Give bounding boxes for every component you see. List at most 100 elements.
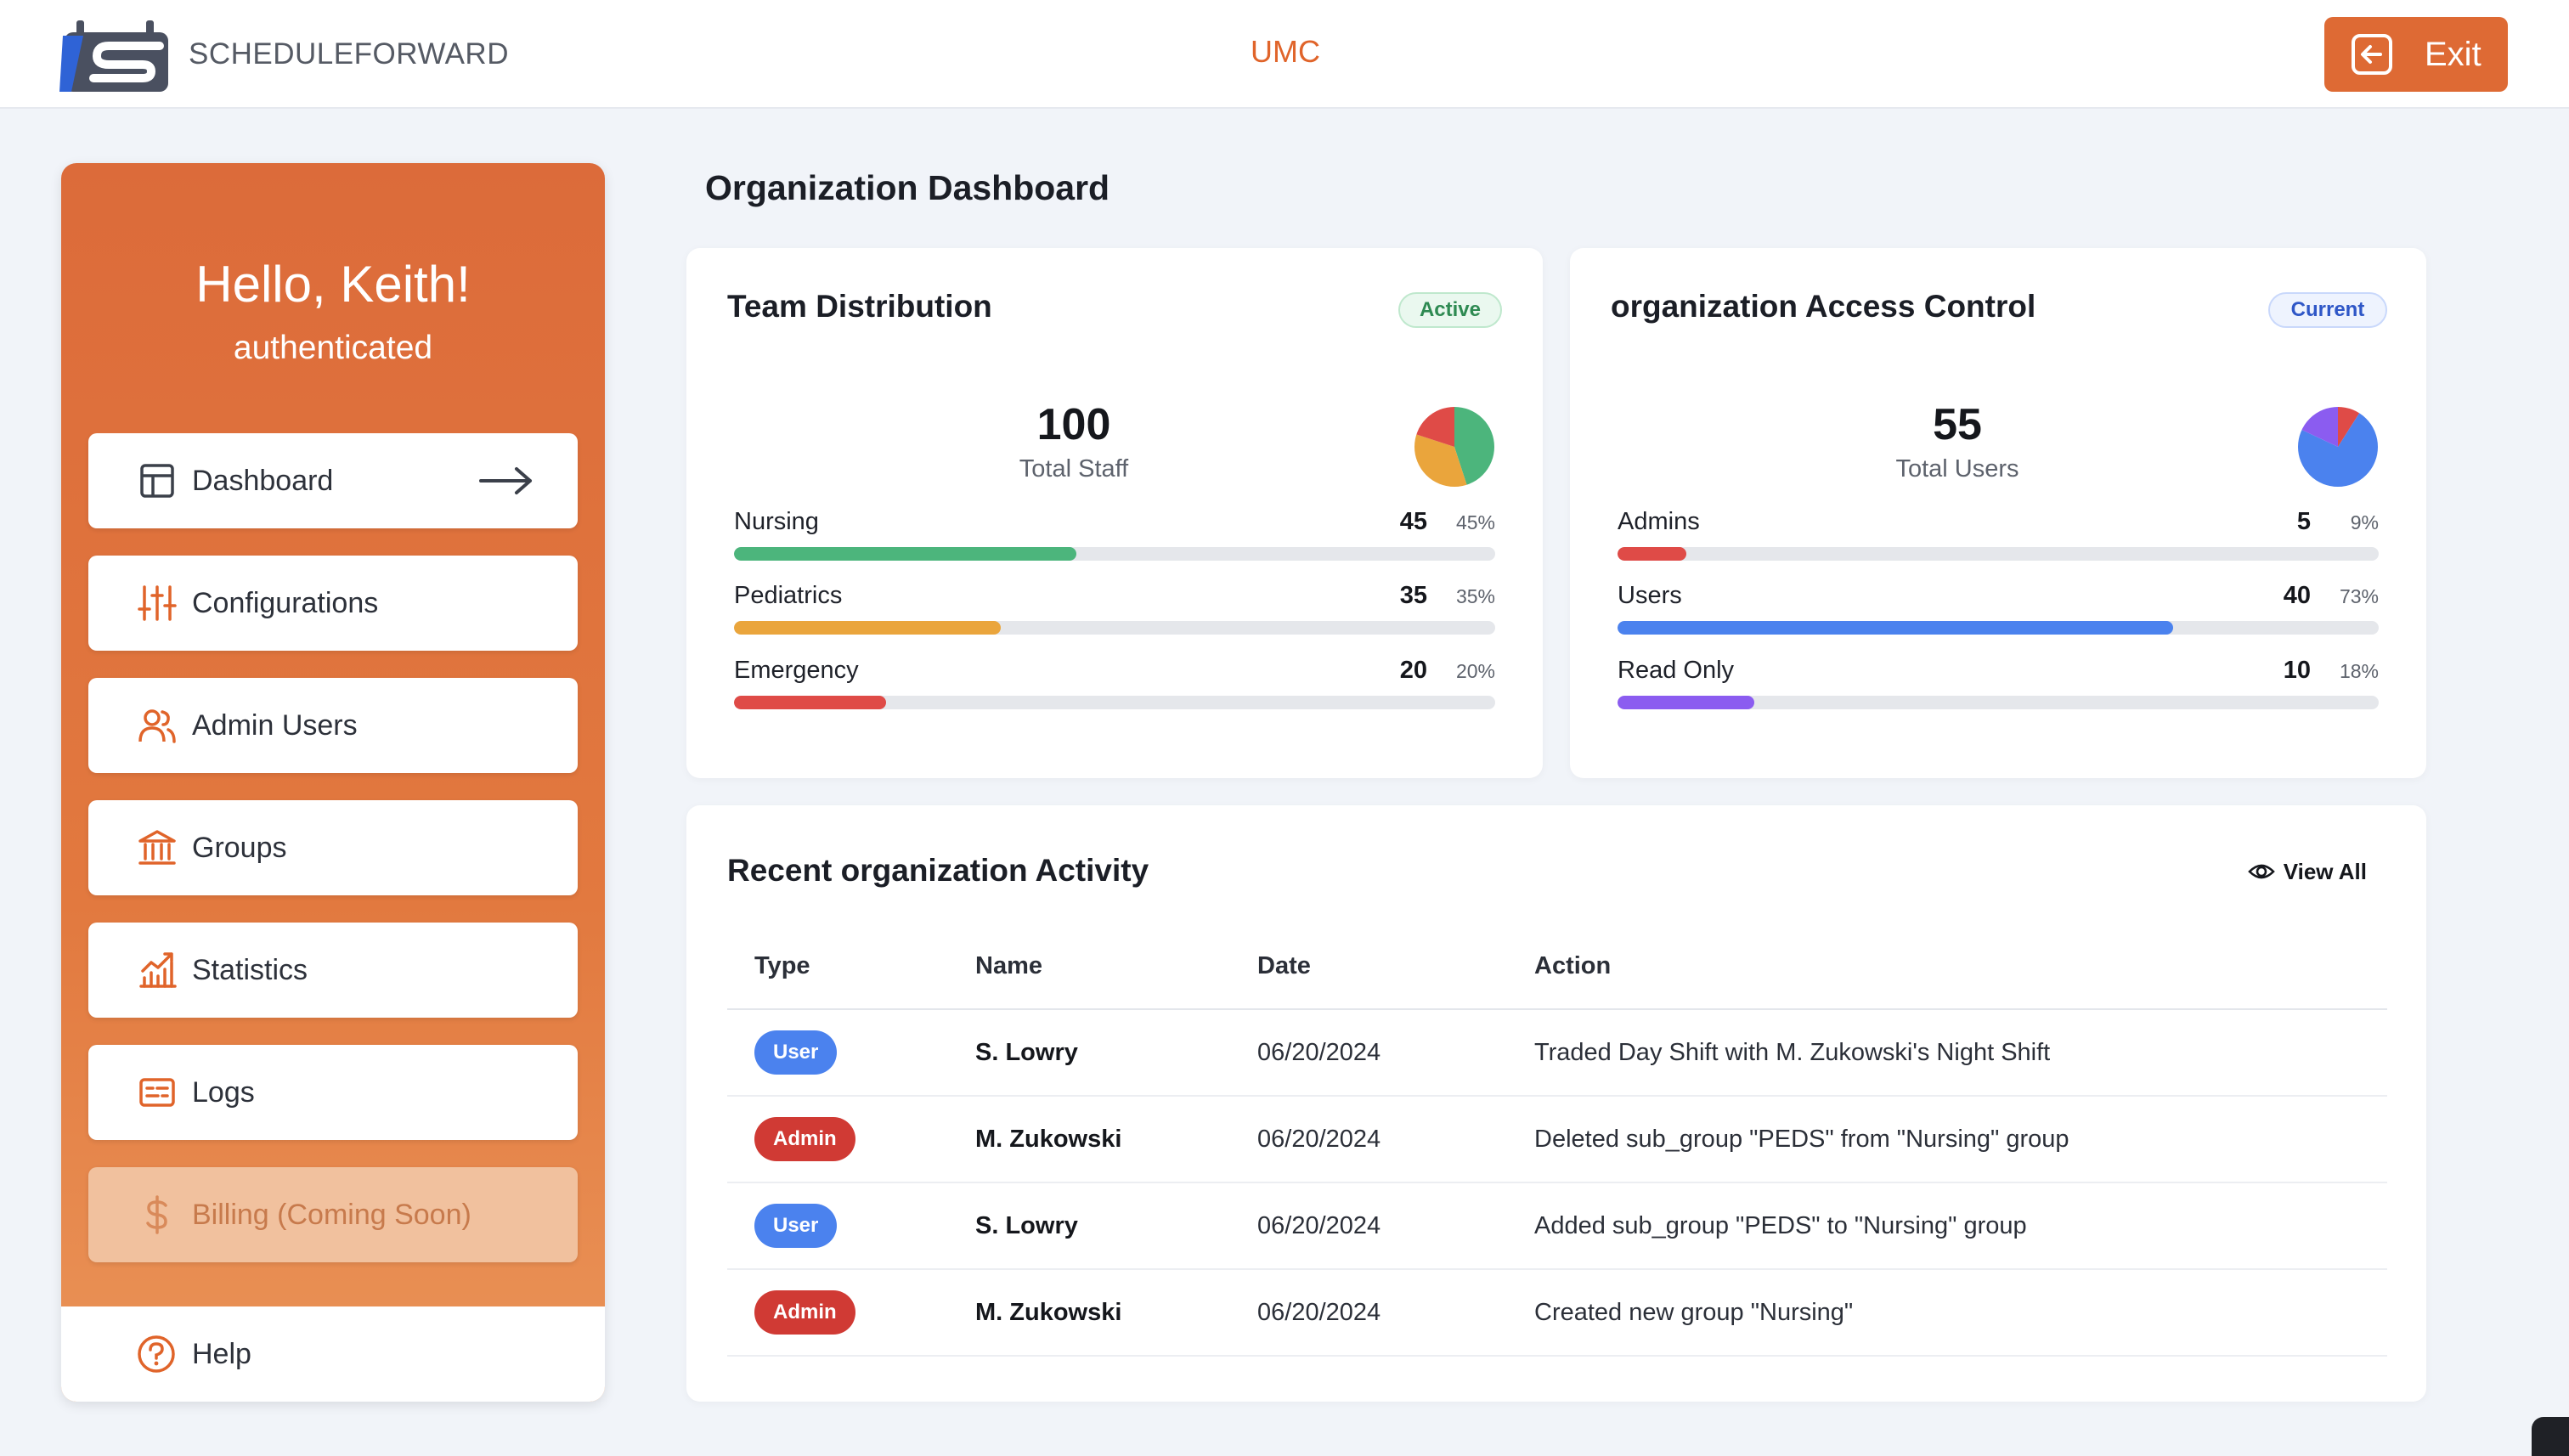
sidebar-item-statistics[interactable]: Statistics — [88, 923, 578, 1018]
team-pie-chart — [1413, 405, 1496, 488]
stat-percent: 9% — [2350, 511, 2379, 533]
sidebar-item-label: Admin Users — [192, 708, 358, 742]
date-cell: 06/20/2024 — [1230, 1009, 1507, 1097]
stat-percent: 20% — [1455, 660, 1495, 682]
table-row[interactable]: Admin M. Zukowski 06/20/2024 Created new… — [727, 1269, 2387, 1357]
sidebar-item-label: Configurations — [192, 586, 379, 619]
app-logo[interactable]: SCHEDULEFORWARD — [59, 12, 509, 97]
name-cell: M. Zukowski — [948, 1096, 1230, 1183]
chart-icon — [138, 951, 177, 990]
arrow-right-icon — [479, 467, 532, 494]
progress-fill — [1618, 621, 2174, 635]
progress-fill — [1618, 547, 1686, 561]
logs-icon — [138, 1073, 177, 1112]
sidebar-item-label: Billing (Coming Soon) — [192, 1198, 471, 1231]
progress-track — [1618, 696, 2379, 709]
action-cell: Created new group "Nursing" — [1507, 1269, 2387, 1357]
exit-icon — [2352, 34, 2392, 75]
sidebar: Hello, Keith! authenticated Dashboard Co… — [61, 163, 605, 1402]
stat-value: 40 — [2283, 582, 2311, 609]
progress-fill — [1618, 696, 1755, 709]
activity-table: Type Name Date Action User S. Lowry 06/2… — [727, 924, 2387, 1357]
total-count: 100 — [1036, 400, 1111, 449]
organization-name: UMC — [1251, 34, 1320, 69]
pie-slice-emergency — [1415, 406, 1454, 447]
help-label: Help — [192, 1337, 251, 1370]
sidebar-nav: Dashboard Configurations Admin Users Gro… — [61, 433, 605, 1402]
logo-icon — [59, 20, 168, 92]
table-row[interactable]: User S. Lowry 06/20/2024 Traded Day Shif… — [727, 1009, 2387, 1097]
type-cell: Admin — [727, 1096, 948, 1183]
table-row[interactable]: User S. Lowry 06/20/2024 Added sub_group… — [727, 1182, 2387, 1270]
progress-track — [734, 621, 1495, 635]
stat-percent: 35% — [1455, 585, 1495, 607]
pie-slice-nursing — [1454, 406, 1495, 486]
stat-label: Emergency — [734, 657, 859, 684]
progress-track — [734, 696, 1495, 709]
floating-widget[interactable] — [2532, 1417, 2569, 1456]
table-header-row: Type Name Date Action — [727, 924, 2387, 1010]
pie-slice-admins — [2338, 406, 2360, 447]
action-cell: Added sub_group "PEDS" to "Nursing" grou… — [1507, 1182, 2387, 1270]
action-cell: Traded Day Shift with M. Zukowski's Nigh… — [1507, 1009, 2387, 1097]
pie-slices — [1414, 406, 1495, 488]
date-cell: 06/20/2024 — [1230, 1096, 1507, 1183]
stat-row-emergency: Emergency 20 20% — [734, 657, 1495, 716]
stat-percent: 73% — [2339, 585, 2379, 607]
stat-percent: 45% — [1455, 511, 1495, 533]
action-cell: Deleted sub_group "PEDS" from "Nursing" … — [1507, 1096, 2387, 1183]
progress-fill — [734, 547, 1077, 561]
sidebar-item-label: Dashboard — [192, 464, 334, 497]
stat-value: 35 — [1399, 582, 1427, 609]
card-title: Recent organization Activity — [727, 853, 1149, 888]
exit-label: Exit — [2425, 35, 2481, 73]
pie-slice-pediatrics — [1414, 434, 1467, 488]
name-cell: S. Lowry — [948, 1009, 1230, 1097]
table-row[interactable]: Admin M. Zukowski 06/20/2024 Deleted sub… — [727, 1096, 2387, 1183]
recent-activity-card: Recent organization Activity View All Ty… — [686, 805, 2426, 1402]
help-button[interactable]: Help — [61, 1306, 605, 1402]
total-count: 55 — [1933, 400, 1982, 449]
bank-icon — [138, 828, 177, 867]
progress-fill — [734, 621, 1001, 635]
stat-row-read-only: Read Only 10 18% — [1618, 657, 2379, 716]
progress-fill — [734, 696, 887, 709]
stat-value: 20 — [1399, 657, 1427, 684]
name-cell: M. Zukowski — [948, 1269, 1230, 1357]
access-control-card: organization Access Control Current 55 T… — [1570, 248, 2426, 778]
stat-label: Admins — [1618, 508, 1700, 535]
type-badge: Admin — [754, 1290, 855, 1335]
stat-row-admins: Admins 5 9% — [1618, 508, 2379, 567]
type-cell: User — [727, 1182, 948, 1270]
column-header-action: Action — [1507, 924, 2387, 1010]
layout-icon — [138, 461, 177, 500]
stat-row-pediatrics: Pediatrics 35 35% — [734, 582, 1495, 641]
logo-text: SCHEDULEFORWARD — [189, 37, 509, 71]
help-icon — [138, 1335, 175, 1373]
progress-track — [1618, 621, 2379, 635]
eye-icon — [2247, 864, 2275, 879]
dollar-icon — [138, 1195, 177, 1234]
pie-slices — [2297, 406, 2379, 488]
card-title: organization Access Control — [1611, 289, 2036, 324]
sidebar-item-configurations[interactable]: Configurations — [88, 556, 578, 651]
sidebar-item-dashboard[interactable]: Dashboard — [88, 433, 578, 528]
exit-button[interactable]: Exit — [2324, 17, 2508, 92]
stat-value: 5 — [2296, 508, 2311, 535]
sidebar-item-label: Logs — [192, 1075, 255, 1109]
type-cell: User — [727, 1009, 948, 1097]
card-title: Team Distribution — [727, 289, 992, 324]
team-distribution-card: Team Distribution Active 100 Total Staff… — [686, 248, 1543, 778]
stat-value: 10 — [2283, 657, 2311, 684]
sidebar-item-admin-users[interactable]: Admin Users — [88, 678, 578, 773]
date-cell: 06/20/2024 — [1230, 1182, 1507, 1270]
stat-value: 45 — [1399, 508, 1427, 535]
column-header-name: Name — [948, 924, 1230, 1010]
sidebar-item-groups[interactable]: Groups — [88, 800, 578, 895]
sidebar-item-logs[interactable]: Logs — [88, 1045, 578, 1140]
status-badge: Current — [2268, 292, 2387, 328]
greeting-text: Hello, Keith! — [195, 256, 471, 313]
pie-slice-users — [2297, 412, 2379, 488]
date-cell: 06/20/2024 — [1230, 1269, 1507, 1357]
view-all-button[interactable]: View All — [2247, 858, 2367, 885]
